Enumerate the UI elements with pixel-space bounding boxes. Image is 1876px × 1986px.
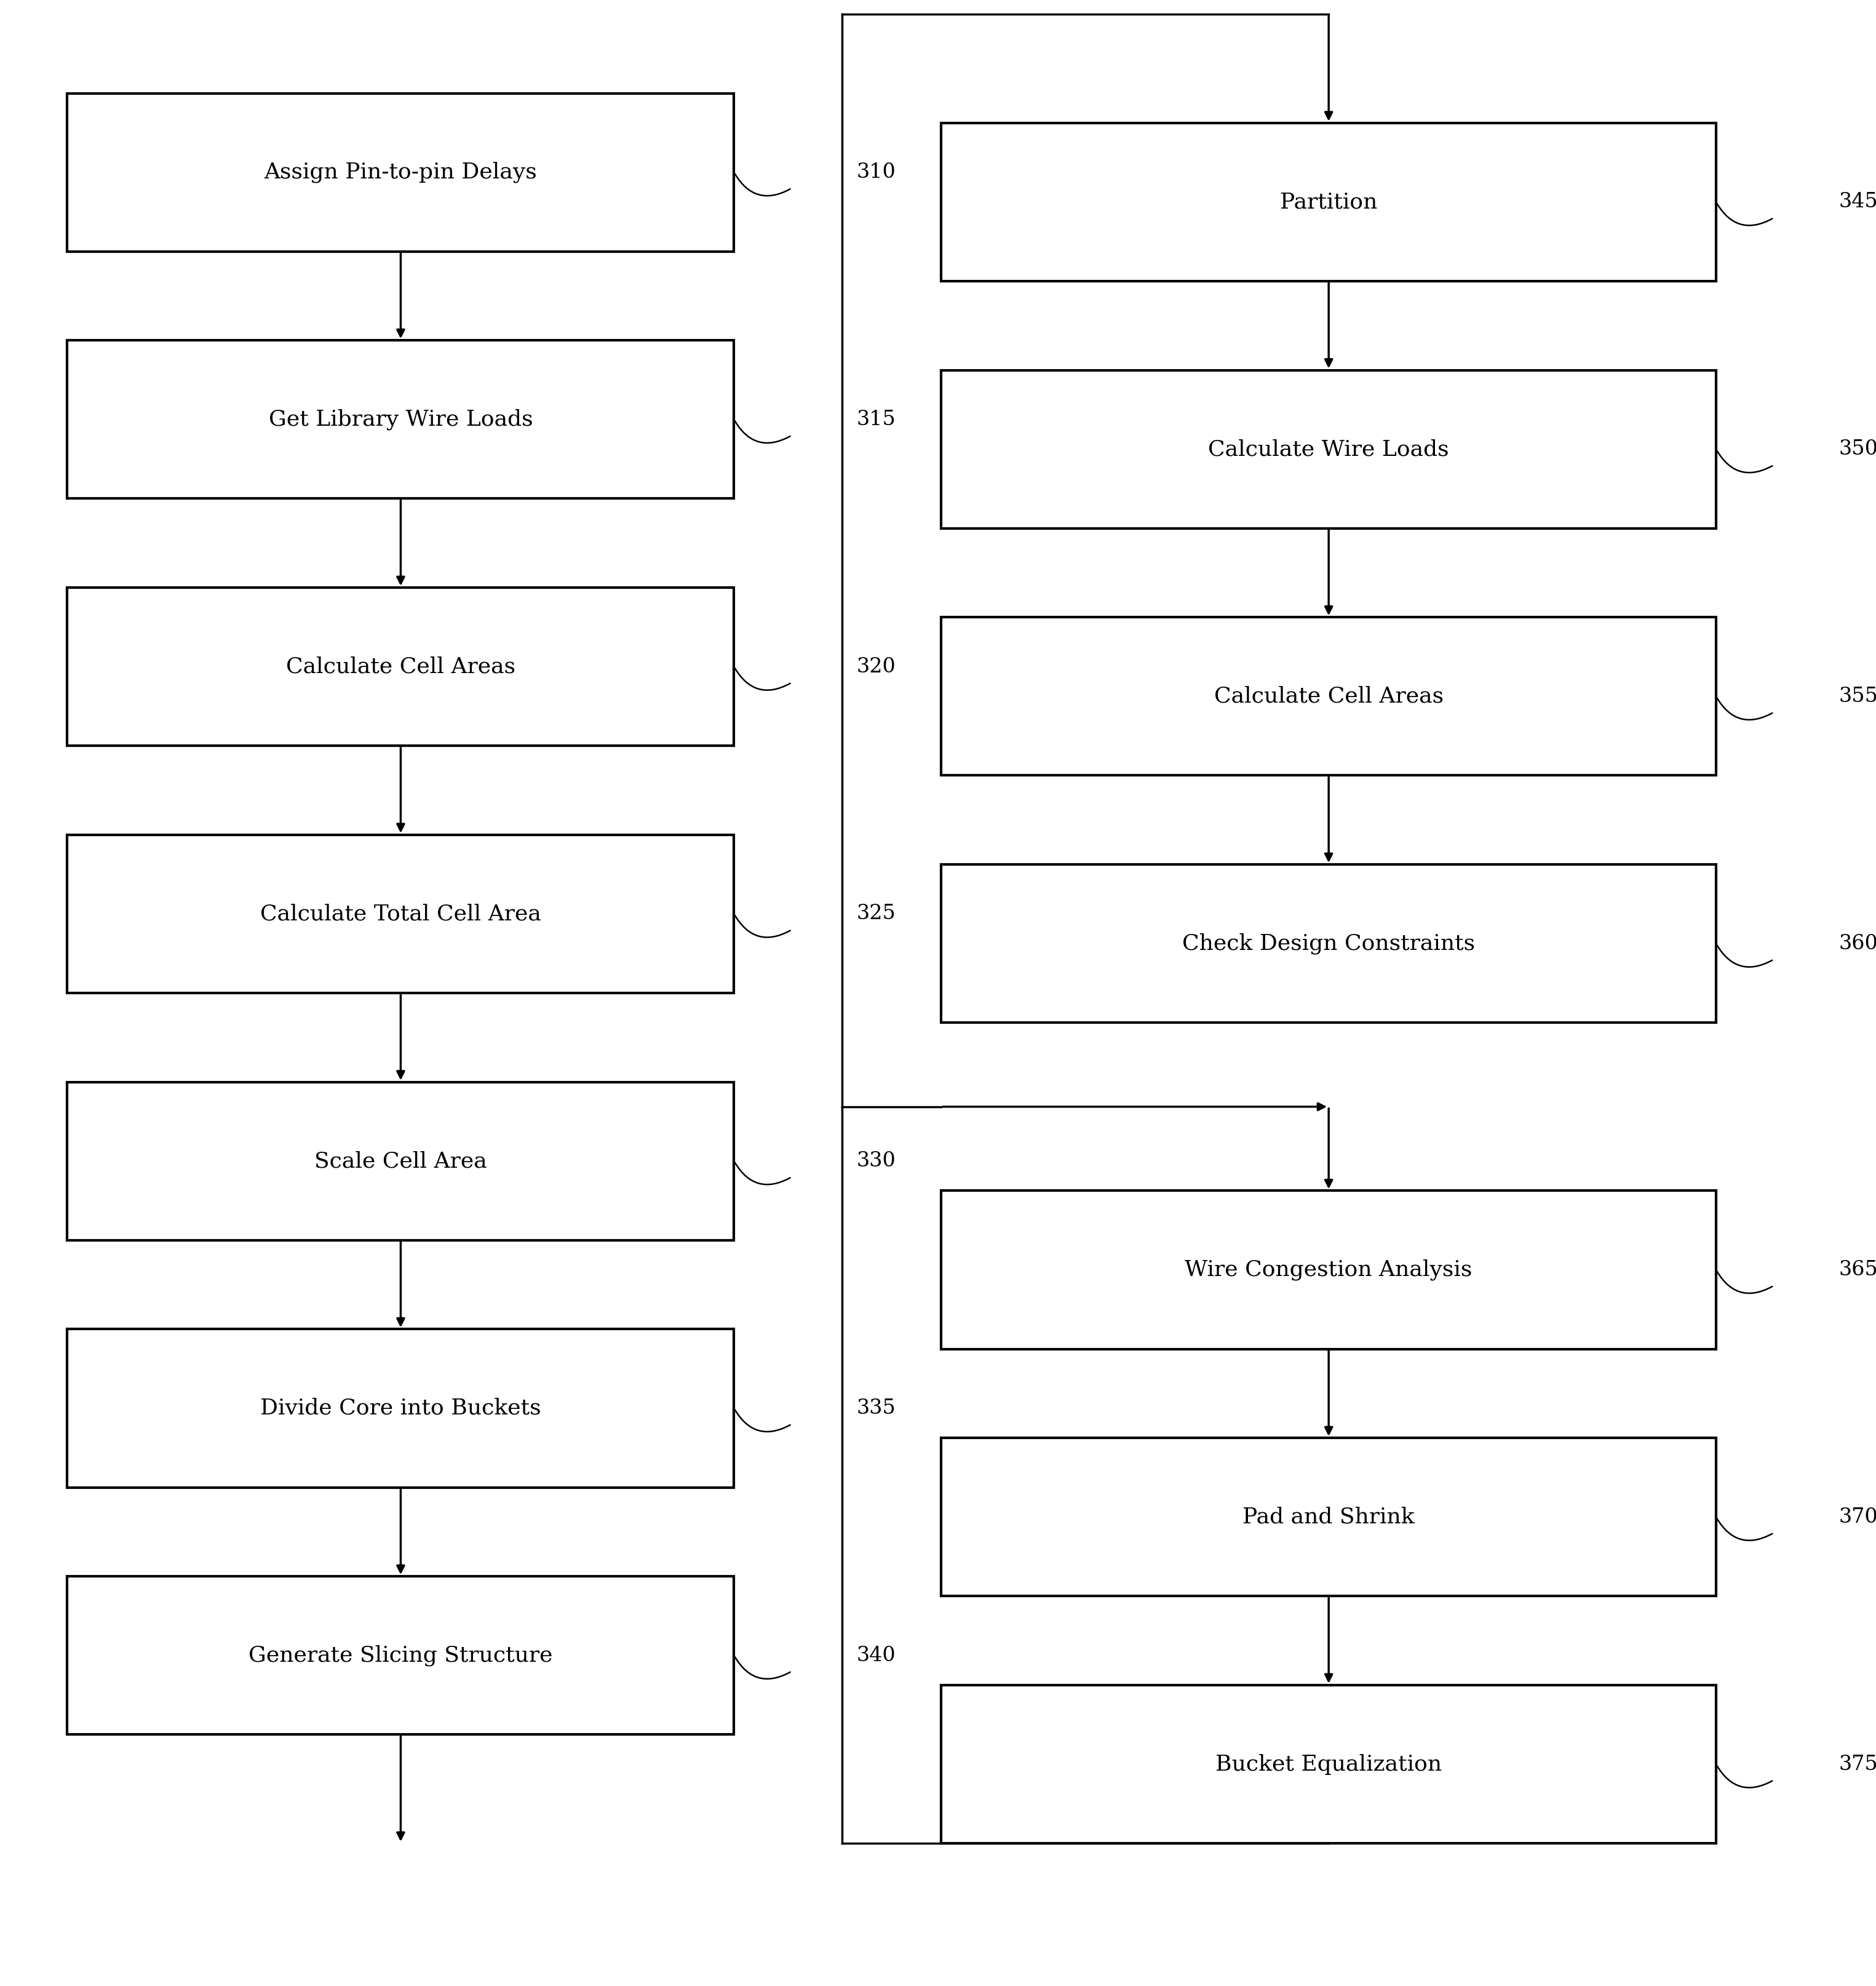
Bar: [942, 618, 1717, 775]
Text: 355: 355: [1838, 687, 1876, 707]
Bar: [942, 369, 1717, 528]
Bar: [942, 864, 1717, 1023]
Bar: [942, 123, 1717, 282]
Text: Calculate Cell Areas: Calculate Cell Areas: [1214, 685, 1443, 707]
Bar: [68, 588, 734, 747]
Bar: [68, 1082, 734, 1239]
Text: 315: 315: [857, 409, 897, 429]
Bar: [68, 1577, 734, 1734]
Text: 360: 360: [1838, 933, 1876, 953]
Bar: [68, 340, 734, 498]
Text: Get Library Wire Loads: Get Library Wire Loads: [268, 409, 533, 431]
Text: 335: 335: [857, 1398, 897, 1418]
Text: Generate Slicing Structure: Generate Slicing Structure: [250, 1644, 553, 1666]
Text: Calculate Wire Loads: Calculate Wire Loads: [1208, 439, 1448, 459]
Text: 310: 310: [857, 163, 897, 183]
Text: Wire Congestion Analysis: Wire Congestion Analysis: [1186, 1259, 1473, 1281]
Text: 330: 330: [857, 1152, 897, 1172]
Text: 325: 325: [857, 904, 897, 923]
Text: 365: 365: [1838, 1259, 1876, 1279]
Bar: [68, 1329, 734, 1488]
Bar: [942, 1192, 1717, 1348]
Bar: [68, 834, 734, 993]
Text: 350: 350: [1838, 439, 1876, 459]
Text: Check Design Constraints: Check Design Constraints: [1182, 933, 1475, 953]
Text: Scale Cell Area: Scale Cell Area: [315, 1150, 488, 1172]
Text: Partition: Partition: [1279, 191, 1377, 213]
Text: Bucket Equalization: Bucket Equalization: [1216, 1754, 1443, 1775]
Text: 345: 345: [1838, 193, 1876, 213]
Text: Calculate Total Cell Area: Calculate Total Cell Area: [261, 904, 540, 923]
Text: Assign Pin-to-pin Delays: Assign Pin-to-pin Delays: [265, 161, 537, 183]
Bar: [942, 1684, 1717, 1843]
Text: 370: 370: [1838, 1507, 1876, 1527]
Text: 340: 340: [857, 1646, 897, 1666]
Text: Calculate Cell Areas: Calculate Cell Areas: [285, 655, 516, 677]
Bar: [942, 1438, 1717, 1597]
Text: Divide Core into Buckets: Divide Core into Buckets: [261, 1398, 540, 1418]
Text: Pad and Shrink: Pad and Shrink: [1242, 1507, 1415, 1527]
Text: 375: 375: [1838, 1754, 1876, 1773]
Text: 320: 320: [857, 657, 897, 677]
Bar: [68, 93, 734, 252]
